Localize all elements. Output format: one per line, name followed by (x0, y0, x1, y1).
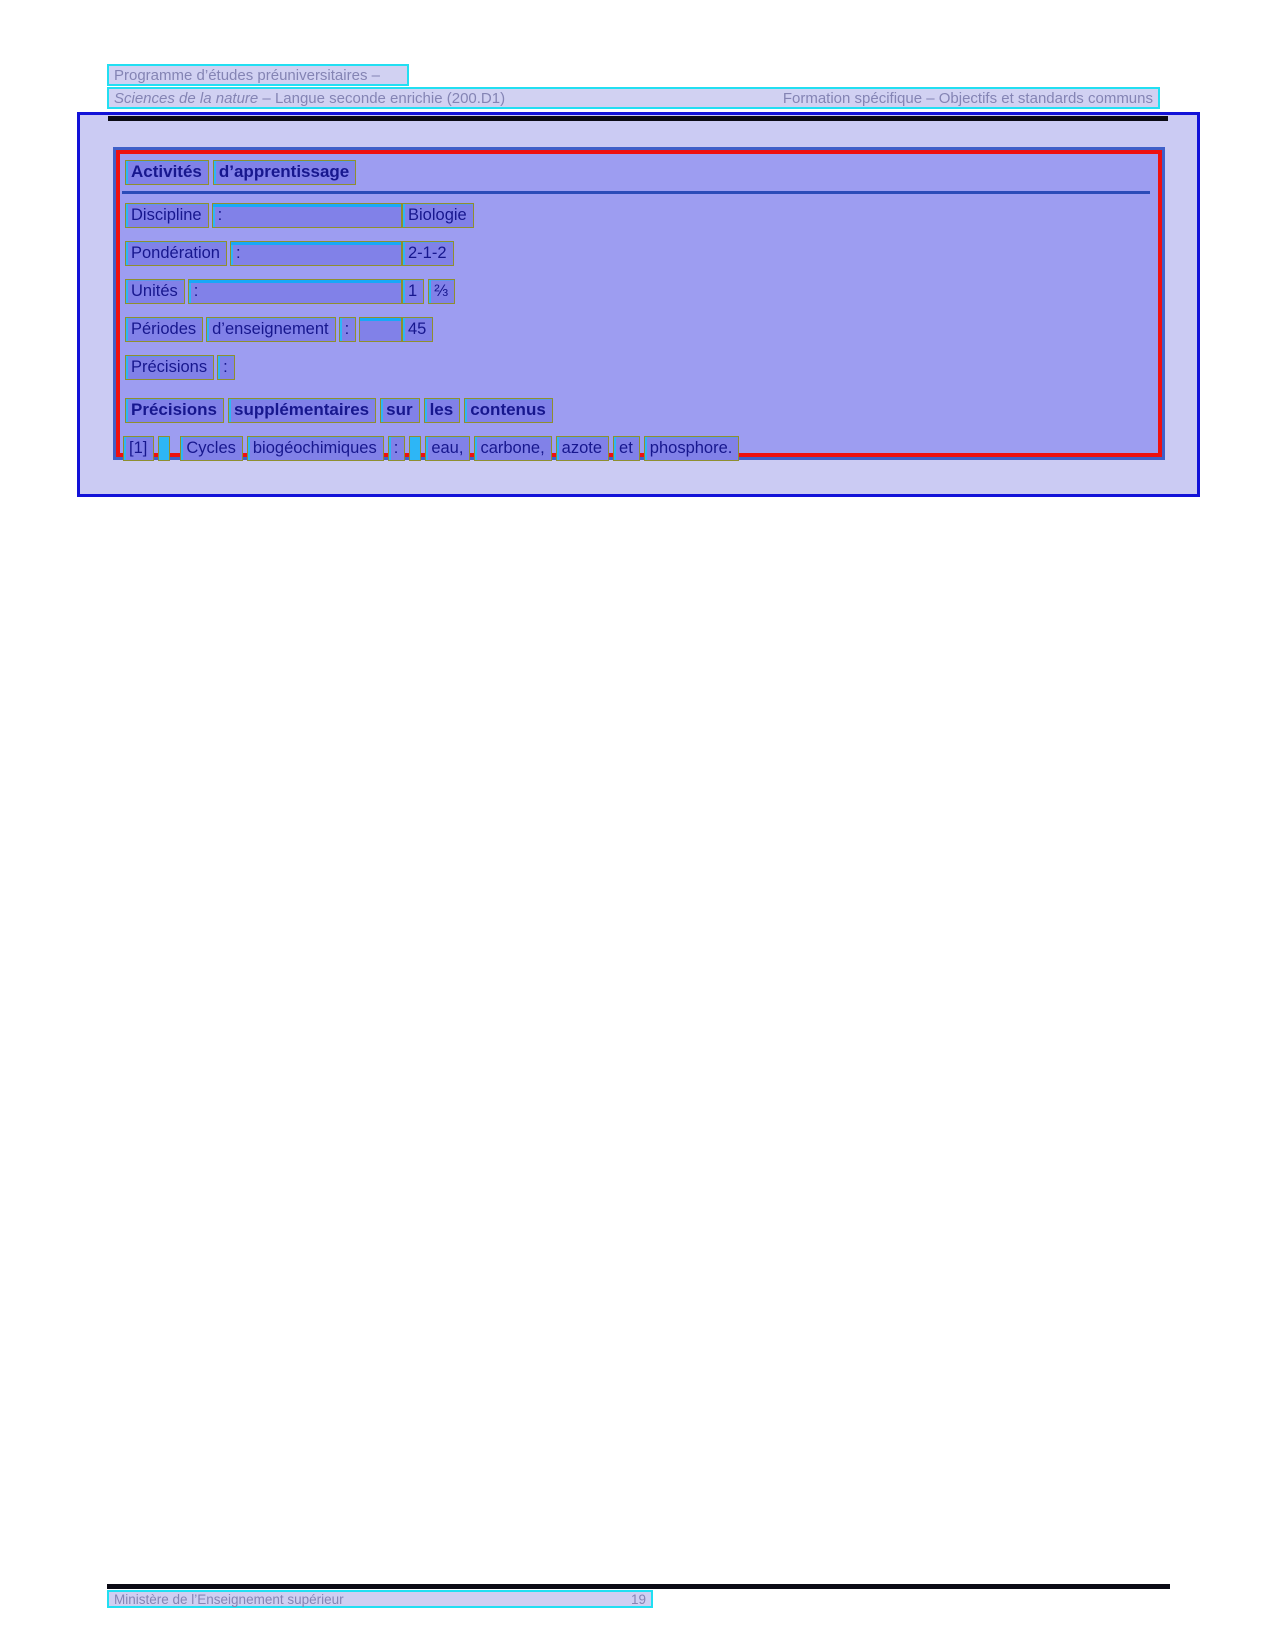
field-value: 45 (402, 317, 434, 342)
field-label-cell: Discipline : (125, 203, 402, 228)
tab-box (359, 317, 402, 342)
highlight-gap (158, 436, 171, 461)
field-label: Pondération (125, 241, 227, 266)
header-program-title: Programme d’études préuniversitaires – (114, 67, 380, 84)
field-value-fraction: ⅔ (428, 279, 455, 304)
subheading-word: supplémentaires (228, 398, 377, 423)
colon-box: : (217, 355, 235, 380)
field-value-cell: Biologie (402, 203, 474, 228)
field-label: d’enseignement (206, 317, 336, 342)
field-label: Discipline (125, 203, 209, 228)
header-program-name: Sciences de la nature (114, 89, 259, 107)
item-word: eau, (425, 436, 471, 461)
field-row-unites: Unités : 1 ⅔ (125, 279, 1150, 304)
colon-tab-box: : (187, 279, 402, 304)
item-word: phosphore. (643, 436, 740, 461)
footer-bar: Ministère de l’Enseignement supérieur 19 (107, 1590, 653, 1608)
field-value-cell: 2-1-2 (402, 241, 454, 266)
header-rule (108, 116, 1168, 121)
item-word: carbone, (474, 436, 552, 461)
title-word: d’apprentissage (212, 160, 357, 185)
subheading-word: les (423, 398, 461, 423)
item-word: azote (555, 436, 610, 461)
item-word: : (387, 436, 406, 461)
field-label-cell: Périodes d’enseignement : (125, 317, 402, 342)
field-label: Précisions (125, 355, 215, 380)
field-label: Périodes (125, 317, 204, 342)
colon-tab-box: : (230, 241, 402, 266)
subheading-word: sur (380, 398, 420, 423)
list-item-cycles: [1] Cycles biogéochimiques : eau, carbon… (123, 436, 1150, 461)
panel-title: Activités d’apprentissage (122, 158, 1150, 194)
header-left-text: Sciences de la nature – Langue seconde e… (114, 89, 505, 108)
title-word: Activités (125, 160, 209, 185)
item-number: [1] (123, 436, 155, 461)
header-line-1: Programme d’études préuniversitaires – (107, 64, 409, 86)
field-label-cell: Pondération : (125, 241, 402, 266)
field-row-precisions: Précisions : (125, 355, 1150, 380)
subheading-word: contenus (464, 398, 553, 423)
field-value: Biologie (402, 203, 474, 228)
header-line-2: Sciences de la nature – Langue seconde e… (107, 87, 1160, 109)
field-row-periodes: Périodes d’enseignement : 45 (125, 317, 1150, 342)
field-row-ponderation: Pondération : 2-1-2 (125, 241, 1150, 266)
colon-box: : (338, 317, 357, 342)
field-value: 2-1-2 (402, 241, 454, 266)
field-value-cell: 45 (402, 317, 434, 342)
field-value-cell: 1 ⅔ (402, 279, 455, 304)
footer-ministry: Ministère de l’Enseignement supérieur (114, 1591, 344, 1607)
footer-rule (107, 1584, 1170, 1589)
activities-panel: Activités d’apprentissage Discipline : B… (113, 147, 1165, 461)
field-label-cell: Unités : (125, 279, 402, 304)
item-word: biogéochimiques (246, 436, 384, 461)
page-number: 19 (630, 1591, 646, 1607)
colon-tab-box: : (211, 203, 402, 228)
field-value: 1 (402, 279, 425, 304)
header-right-text: Formation spécifique – Objectifs et stan… (782, 89, 1153, 107)
field-label: Unités (125, 279, 185, 304)
content-outer-box: Activités d’apprentissage Discipline : B… (77, 112, 1200, 497)
header-course-info: – Langue seconde enrichie (200.D1) (258, 89, 506, 107)
subheading-word: Précisions (125, 398, 224, 423)
highlight-gap (409, 436, 422, 461)
subheading-precisions-supplementaires: Précisions supplémentaires sur les conte… (125, 398, 1150, 423)
item-word: Cycles (180, 436, 243, 461)
field-row-discipline: Discipline : Biologie (125, 203, 1150, 228)
red-frame: Activités d’apprentissage Discipline : B… (116, 150, 1162, 461)
item-word: et (613, 436, 640, 461)
